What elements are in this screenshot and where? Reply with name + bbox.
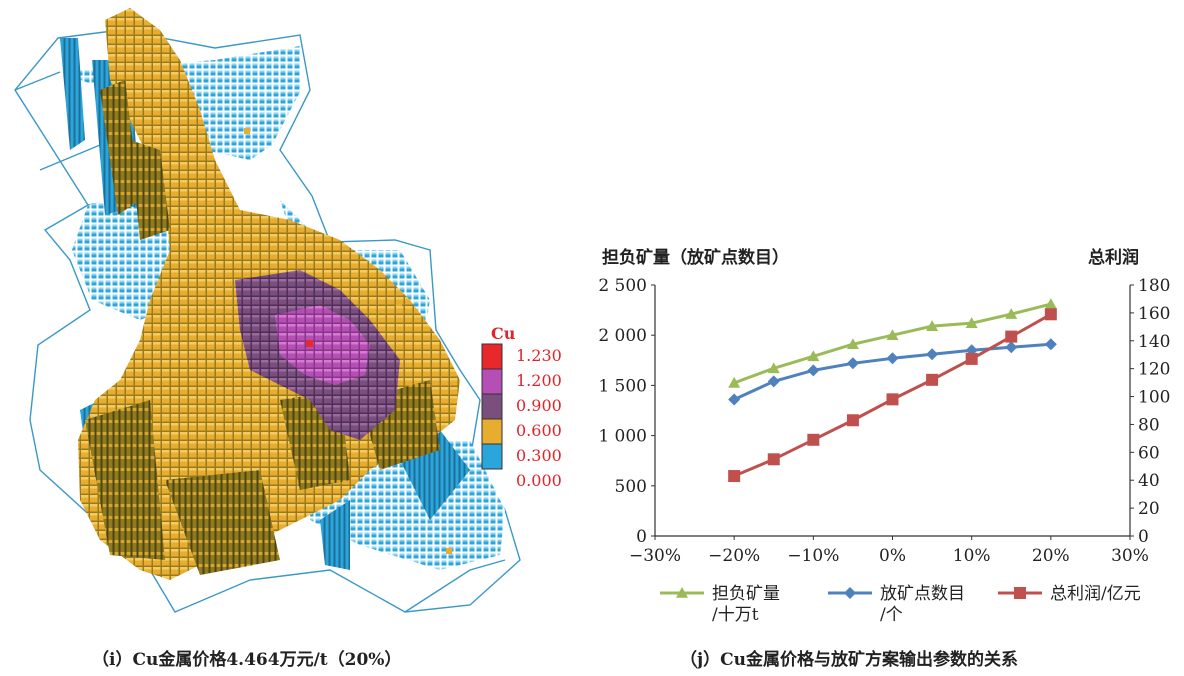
data-point (965, 352, 978, 365)
chart-axes: 0 500 1 000 1 500 2 000 2 500 0 20 40 60 80 100 120 1… (598, 276, 1170, 566)
legend-item: 放矿点数目/个 (828, 584, 965, 625)
legend-label: 总利润/亿元 (1050, 584, 1141, 604)
data-point (767, 453, 780, 466)
data-point (926, 373, 939, 386)
data-point (886, 393, 899, 406)
data-point (807, 364, 820, 377)
data-point (1044, 298, 1057, 309)
x-tick-label: −30% (629, 546, 681, 566)
legend-value: 0.900 (516, 396, 562, 415)
y-right-tick-label: 0 (1138, 527, 1149, 547)
data-point (728, 470, 741, 483)
x-tick-label: 30% (1111, 546, 1149, 566)
legend-value: 1.200 (516, 371, 562, 390)
data-point (965, 317, 978, 328)
data-point (1044, 308, 1057, 321)
data-point (807, 350, 820, 362)
data-point (1005, 341, 1018, 354)
data-point (767, 375, 780, 388)
legend-label: 担负矿量 (712, 584, 780, 604)
y-right-tick-label: 60 (1138, 443, 1160, 463)
grade-peak-red (306, 340, 313, 347)
series-triangle (728, 298, 1057, 388)
data-point (846, 338, 859, 350)
grade-mid-columns (85, 80, 440, 575)
data-point (767, 362, 780, 374)
series-square (728, 308, 1057, 483)
right-axis-title: 总利润 (1088, 247, 1139, 268)
y-right-tick-label: 80 (1138, 415, 1160, 435)
model-outline (14, 29, 521, 613)
line-chart: 担负矿量（放矿点数目） 总利润 0 500 1 000 1 500 2 000 2 500… (598, 247, 1170, 625)
data-point (1044, 338, 1057, 351)
series-diamond (728, 338, 1057, 406)
legend-value: 1.230 (516, 346, 562, 365)
x-tick-label: 10% (953, 546, 991, 566)
y-left-tick-label: 2 000 (598, 326, 647, 346)
series-line (733, 302, 1052, 385)
block-model-panel: Cu 1.230 1.200 0.900 0.600 0.300 0.000 (0, 0, 590, 676)
legend-marker (1014, 587, 1026, 599)
chart-panel: 担负矿量（放矿点数目） 总利润 0 500 1 000 1 500 2 000 2 500… (590, 0, 1184, 676)
legend-swatch (481, 443, 503, 470)
y-right-tick-label: 40 (1138, 471, 1160, 491)
legend-value: 0.000 (516, 471, 562, 490)
legend-swatch (481, 343, 503, 370)
x-tick-label: −10% (787, 546, 839, 566)
grade-legend: Cu 1.230 1.200 0.900 0.600 0.300 0.000 (481, 324, 562, 490)
data-point (886, 352, 899, 365)
legend-value: 0.600 (516, 421, 562, 440)
y-left-tick-label: 500 (615, 477, 647, 497)
y-right-tick-label: 20 (1138, 499, 1160, 519)
y-left-tick-label: 0 (636, 527, 647, 547)
legend-label: /十万t (712, 605, 759, 625)
data-point (728, 393, 741, 406)
legend-item: 担负矿量/十万t (660, 584, 780, 625)
chart-series (728, 298, 1057, 483)
legend-title: Cu (491, 324, 516, 343)
y-left-tick-label: 1 500 (598, 376, 647, 396)
y-left-tick-label: 2 500 (598, 276, 647, 296)
scattered-blocks (244, 128, 452, 554)
legend-swatch (481, 368, 503, 395)
y-right-tick-label: 120 (1138, 360, 1170, 380)
caption-left: （i）Cu金属价格4.464万元/t（20%） (92, 650, 402, 670)
y-left-tick-label: 1 000 (598, 427, 647, 447)
caption-right: （j）Cu金属价格与放矿方案输出参数的关系 (680, 650, 1019, 670)
legend-marker (844, 587, 856, 599)
legend-swatch (481, 418, 503, 445)
data-point (1005, 308, 1018, 319)
y-right-tick-label: 100 (1138, 388, 1170, 408)
data-point (846, 357, 859, 370)
data-point (926, 348, 939, 361)
legend-swatch (481, 393, 503, 420)
data-point (886, 329, 899, 340)
legend-value: 0.300 (516, 446, 562, 465)
chart-legend: 担负矿量/十万t 放矿点数目/个 总利润/亿元 (660, 584, 1141, 625)
block-model-image: Cu 1.230 1.200 0.900 0.600 0.300 0.000 (14, 8, 562, 613)
x-tick-label: 20% (1032, 546, 1070, 566)
data-point (807, 433, 820, 446)
left-axis-title: 担负矿量（放矿点数目） (602, 247, 789, 268)
x-tick-label: 0% (879, 546, 906, 566)
y-right-tick-label: 140 (1138, 332, 1170, 352)
y-right-tick-label: 160 (1138, 304, 1170, 324)
legend-marker (676, 587, 688, 598)
legend-label: /个 (880, 605, 903, 625)
grade-top-magenta (275, 305, 370, 385)
data-point (846, 414, 859, 427)
data-point (728, 376, 741, 388)
legend-item: 总利润/亿元 (998, 584, 1141, 604)
data-point (1005, 330, 1018, 343)
legend-label: 放矿点数目 (880, 584, 965, 604)
x-tick-label: −20% (708, 546, 760, 566)
data-point (926, 320, 939, 331)
y-right-tick-label: 180 (1138, 276, 1170, 296)
